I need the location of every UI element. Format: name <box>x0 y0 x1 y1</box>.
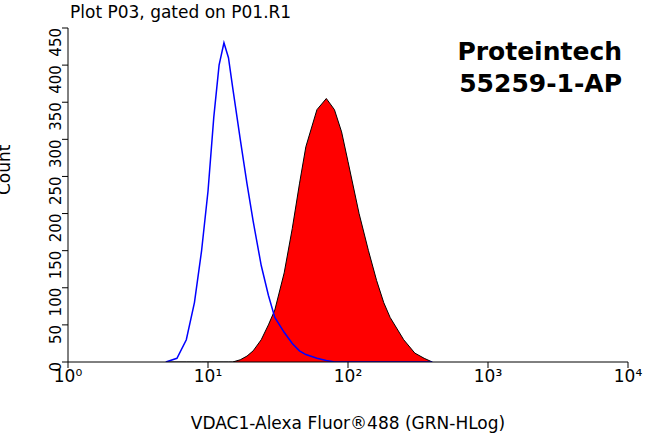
svg-text:Count: Count <box>0 144 14 195</box>
svg-text:10²: 10² <box>334 366 362 386</box>
svg-text:10³: 10³ <box>474 366 502 386</box>
svg-text:10¹: 10¹ <box>194 366 222 386</box>
svg-text:200: 200 <box>47 214 65 243</box>
html-text:55259-1-AP: 55259-1-AP <box>459 69 622 98</box>
svg-text:400: 400 <box>47 65 65 94</box>
svg-text:450: 450 <box>47 28 65 57</box>
svg-text:350: 350 <box>47 102 65 131</box>
svg-text:250: 250 <box>47 176 65 205</box>
html-text:Plot P03, gated on P01.R1: Plot P03, gated on P01.R1 <box>70 2 292 22</box>
svg-text:50: 50 <box>47 325 65 344</box>
svg-text:0: 0 <box>47 362 65 372</box>
svg-text:100: 100 <box>47 288 65 317</box>
svg-text:150: 150 <box>47 251 65 280</box>
html-text:Proteintech: Proteintech <box>457 37 622 66</box>
svg-text:VDAC1-Alexa Fluor®488 (GRN-HLo: VDAC1-Alexa Fluor®488 (GRN-HLog) <box>191 413 505 433</box>
svg-text:10⁰: 10⁰ <box>53 366 83 387</box>
svg-text:10⁴: 10⁴ <box>614 366 643 386</box>
svg-text:300: 300 <box>47 139 65 168</box>
